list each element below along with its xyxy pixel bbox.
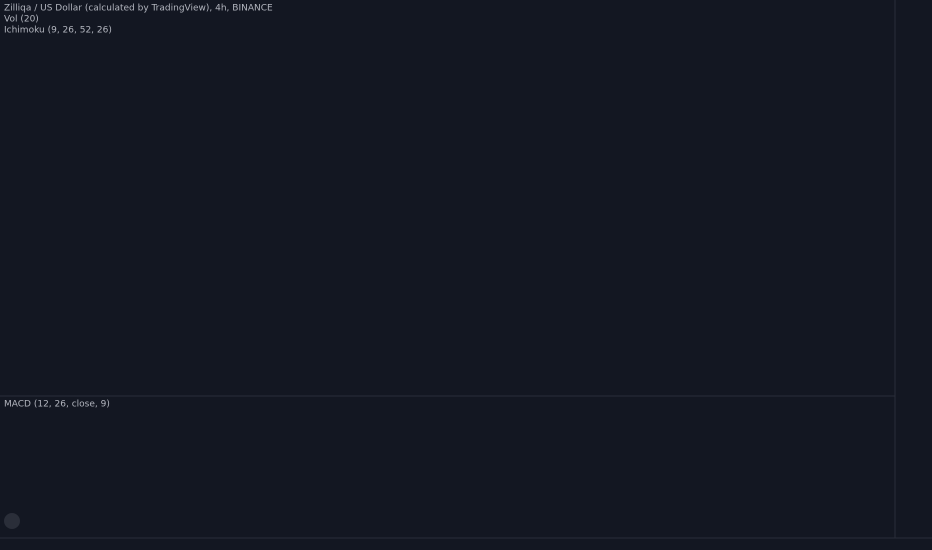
indicator-label: Ichimoku (9, 26, 52, 26): [4, 26, 112, 36]
logo[interactable]: [4, 513, 20, 529]
macd-title: MACD (12, 26, close, 9): [4, 400, 110, 410]
indicator-label: Vol (20): [4, 15, 39, 25]
labels: Zilliqa / US Dollar (calculated by Tradi…: [4, 4, 273, 410]
chart-title: Zilliqa / US Dollar (calculated by Tradi…: [4, 4, 273, 14]
